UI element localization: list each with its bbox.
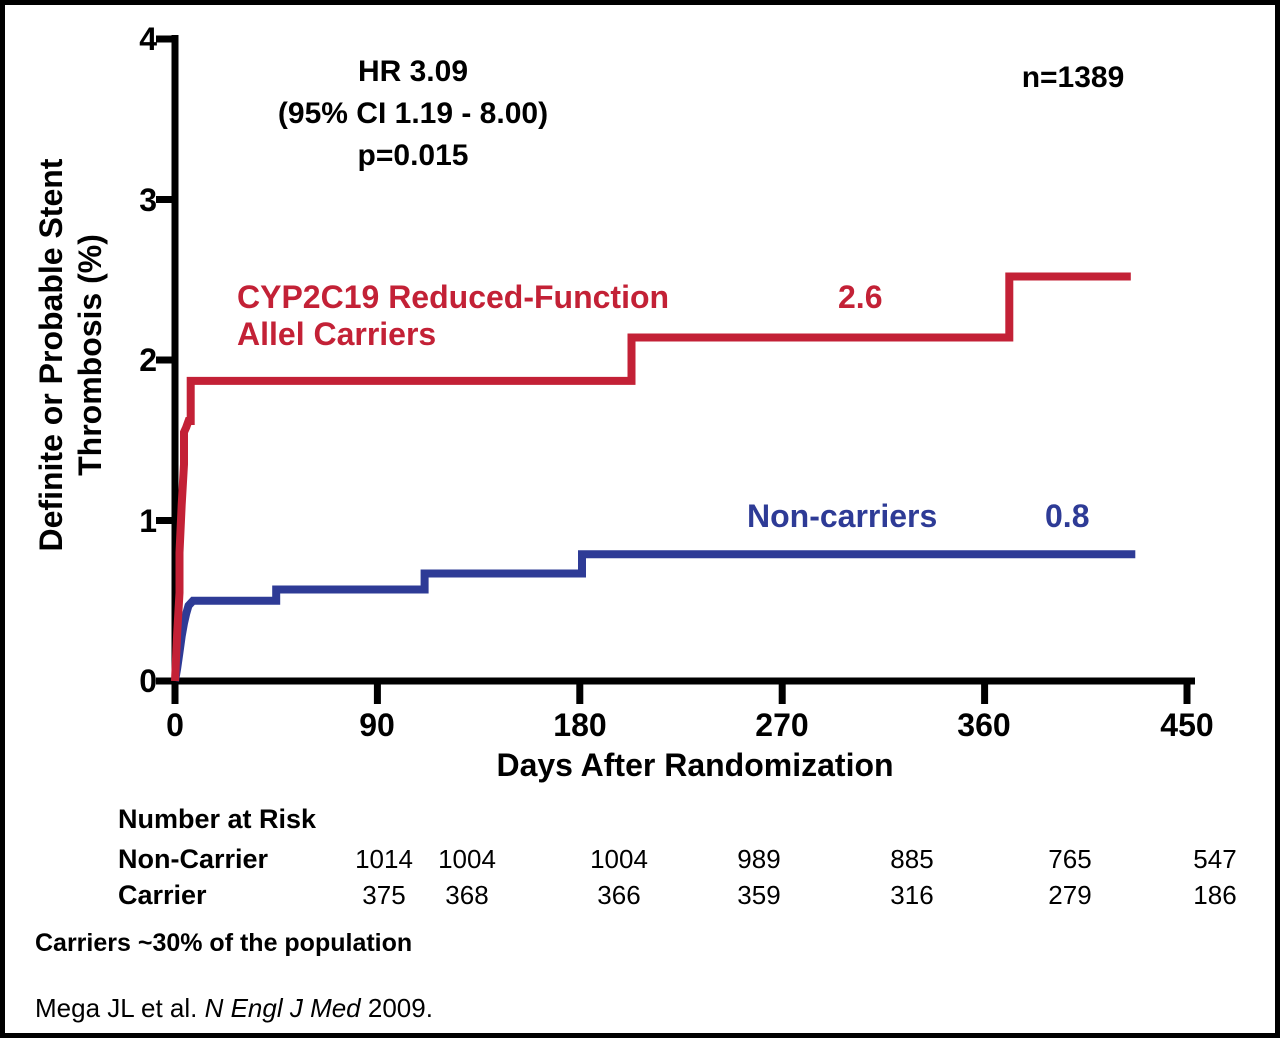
risk-cell: 1004 [590,844,648,874]
risk-cell: 375 [362,880,406,910]
risk-row-label-carrier: Carrier [118,880,207,910]
carriers-series-label-line1: CYP2C19 Reduced-Function [237,279,670,315]
confidence-interval-text: (95% CI 1.19 - 8.00) [277,97,549,130]
y-tick-3: 3 [139,182,157,218]
carriers-series-label-line2: Allel Carriers [237,316,437,352]
carriers-series-label: CYP2C19 Reduced-Function Allel Carriers [237,279,669,353]
risk-row-label-noncarrier: Non-Carrier [118,844,269,874]
risk-cell: 1014 [355,844,413,874]
hazard-ratio-text: HR 3.09 [357,55,469,88]
risk-cell: 368 [445,880,489,910]
risk-cell: 989 [737,844,781,874]
risk-table-title: Number at Risk [118,804,317,834]
risk-cell: 765 [1048,844,1092,874]
noncarriers-series-label: Non-carriers [747,498,938,534]
x-tick-270: 270 [755,707,809,743]
risk-cell: 1004 [438,844,496,874]
y-tick-2: 2 [139,342,157,378]
sample-size-text: n=1389 [1021,61,1125,94]
citation-journal: N Engl J Med [204,993,361,1023]
risk-cell: 885 [890,844,934,874]
risk-cell: 359 [737,880,781,910]
x-tick-450: 450 [1160,707,1214,743]
x-axis-title: Days After Randomization [496,747,894,783]
risk-cell: 279 [1048,880,1092,910]
noncarriers-end-value: 0.8 [1045,498,1090,534]
citation: Mega JL et al. N Engl J Med 2009. [35,993,433,1024]
risk-cell: 366 [597,880,641,910]
y-axis-title-line1: Definite or Probable Stent [33,158,69,552]
y-tick-1: 1 [139,503,157,539]
carriers-end-value: 2.6 [838,279,883,315]
y-tick-4: 4 [139,21,157,57]
y-tick-0: 0 [139,663,157,699]
survival-curve-cyp2c19-reduced-function-allel-carriers [171,272,1131,682]
survival-curve-non-carriers [171,550,1136,682]
citation-authors: Mega JL et al. [35,993,205,1023]
x-tick-0: 0 [166,707,184,743]
x-tick-180: 180 [553,707,607,743]
x-tick-90: 90 [359,707,395,743]
citation-year: 2009. [360,993,433,1023]
p-value-text: p=0.015 [357,139,469,172]
stats-annotation: HR 3.09 (95% CI 1.19 - 8.00) p=0.015 [278,51,548,177]
population-note: Carriers ~30% of the population [35,929,413,957]
chart-canvas [156,35,1195,704]
risk-cell: 547 [1193,844,1237,874]
risk-cell: 316 [890,880,934,910]
x-tick-360: 360 [957,707,1011,743]
risk-cell: 186 [1193,880,1237,910]
